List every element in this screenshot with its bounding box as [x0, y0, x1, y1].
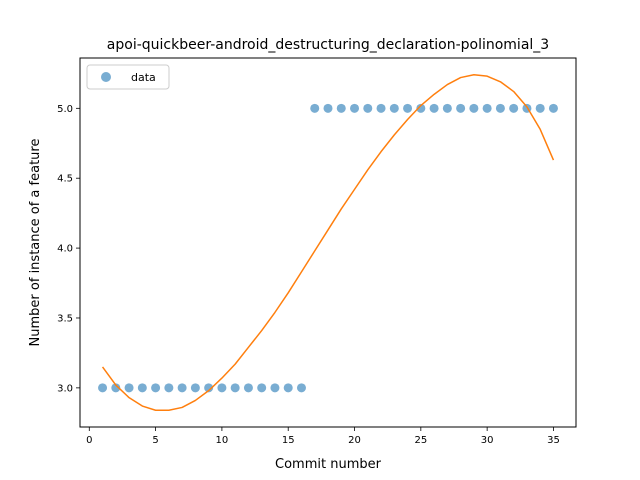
data-point [456, 103, 466, 113]
x-tick-label: 5 [152, 435, 158, 446]
chart-title: apoi-quickbeer-android_destructuring_dec… [107, 37, 549, 53]
y-tick-label: 3.5 [57, 313, 73, 324]
x-tick-label: 0 [86, 435, 92, 446]
x-tick-label: 30 [481, 435, 494, 446]
data-point [389, 103, 399, 113]
plot-area [80, 58, 576, 427]
fit-curve [101, 74, 555, 411]
y-tick-label: 4.0 [57, 244, 73, 255]
data-point [535, 103, 545, 113]
data-point [283, 383, 293, 393]
y-tick-label: 4.5 [57, 174, 73, 185]
plot-frame [79, 57, 577, 428]
x-tick-label: 25 [414, 435, 427, 446]
x-tick-label: 20 [348, 435, 361, 446]
data-point [310, 103, 320, 113]
legend: data [86, 64, 170, 90]
data-point [416, 103, 426, 113]
data-point [230, 383, 240, 393]
data-point [376, 103, 386, 113]
data-point [177, 383, 187, 393]
data-point [429, 103, 439, 113]
data-point [469, 103, 479, 113]
data-point [363, 103, 373, 113]
data-point [403, 103, 413, 113]
x-axis-title: Commit number [275, 457, 382, 472]
data-point [350, 103, 360, 113]
data-point [111, 383, 121, 393]
data-point [270, 383, 280, 393]
data-point [548, 103, 558, 113]
data-point [204, 383, 214, 393]
data-point [124, 383, 134, 393]
data-point [442, 103, 452, 113]
chart-marks [98, 74, 558, 411]
data-point [257, 383, 267, 393]
y-axis: 3.0 3.5 4.0 4.5 5.0 [57, 104, 80, 394]
data-point [495, 103, 505, 113]
data-point [482, 103, 492, 113]
x-axis: 0 5 10 15 20 25 30 35 [86, 427, 560, 446]
data-point [323, 103, 333, 113]
x-tick-label: 15 [282, 435, 295, 446]
data-point [296, 383, 306, 393]
data-point [164, 383, 174, 393]
y-tick-label: 3.0 [57, 383, 73, 394]
data-point [137, 383, 147, 393]
data-point [151, 383, 161, 393]
data-point [217, 383, 227, 393]
data-point [336, 103, 346, 113]
data-point [98, 383, 108, 393]
data-point [190, 383, 200, 393]
data-point [509, 103, 519, 113]
x-tick-label: 35 [547, 435, 560, 446]
x-tick-label: 10 [216, 435, 229, 446]
legend-label-data: data [131, 71, 156, 84]
y-axis-title: Number of instance of a feature [28, 139, 43, 347]
legend-box [86, 64, 170, 90]
data-point [243, 383, 253, 393]
y-tick-label: 5.0 [57, 104, 73, 115]
legend-marker-data [101, 72, 111, 82]
